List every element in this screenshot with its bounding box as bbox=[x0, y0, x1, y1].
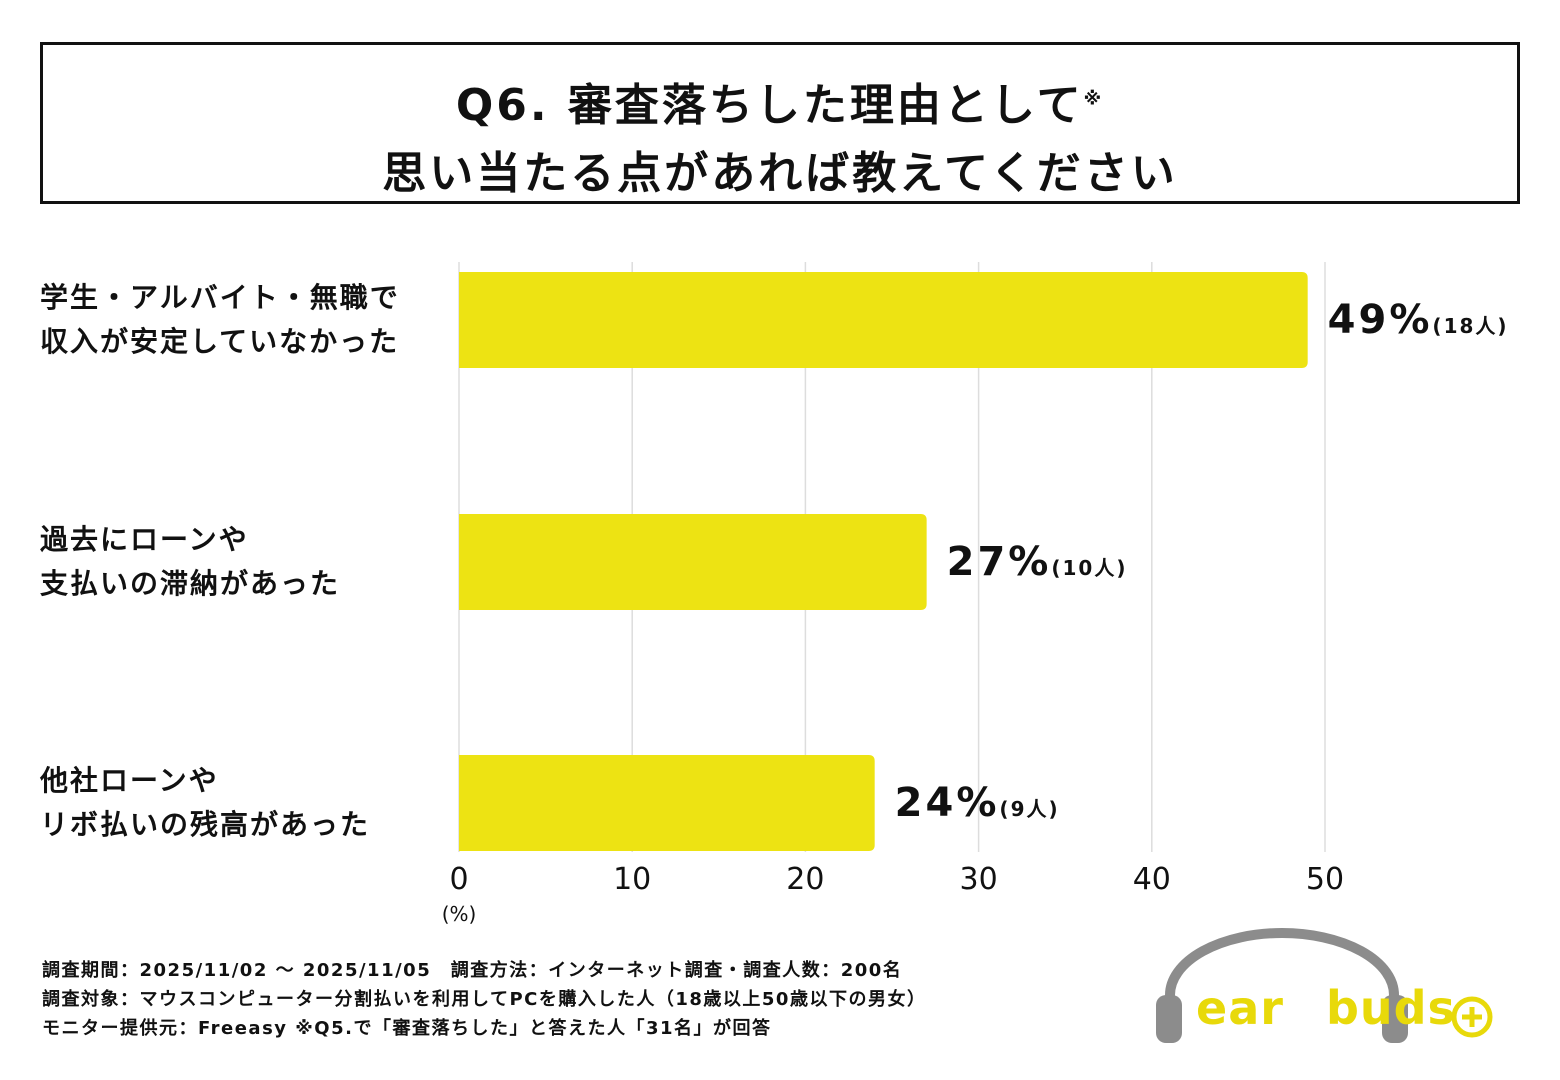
tick-label-40: 40 bbox=[1132, 862, 1171, 897]
value-percent-2: 24% bbox=[894, 780, 1000, 826]
value-count-0: (18人) bbox=[1432, 314, 1509, 338]
earbuds-logo: ear buds bbox=[1140, 925, 1500, 1050]
tick-label-10: 10 bbox=[613, 862, 652, 897]
chart-title-line1: Q6. 審査落ちした理由として※ bbox=[43, 69, 1517, 133]
bar-2 bbox=[459, 755, 875, 851]
headphones-icon bbox=[1156, 928, 1408, 1043]
footnote-source: モニター提供元：Freeasy ※Q5.で「審査落ちした」と答えた人「31名」が… bbox=[42, 1018, 772, 1039]
tick-label-0: 0 bbox=[449, 862, 469, 897]
chart-title-text1: Q6. 審査落ちした理由として bbox=[455, 80, 1084, 131]
footnotes: 調査期間：2025/11/02 ～ 2025/11/05 調査方法：インターネッ… bbox=[42, 956, 926, 1043]
footnote-period: 調査期間：2025/11/02 ～ 2025/11/05 調査方法：インターネッ… bbox=[42, 960, 903, 981]
bar-0 bbox=[459, 272, 1308, 368]
category-label-2-line-1: リボ払いの残高があった bbox=[40, 808, 371, 841]
category-label-2: 他社ローンやリボ払いの残高があった bbox=[40, 759, 460, 847]
category-label-0-line-0: 学生・アルバイト・無職で bbox=[40, 281, 400, 314]
category-label-1-line-1: 支払いの滞納があった bbox=[40, 567, 341, 600]
value-label-0: 49%(18人) bbox=[1328, 295, 1509, 351]
tick-label-30: 30 bbox=[959, 862, 998, 897]
category-label-0: 学生・アルバイト・無職で 収入が安定していなかった bbox=[40, 276, 460, 364]
value-percent-1: 27% bbox=[946, 539, 1052, 585]
title-box: Q6. 審査落ちした理由として※ 思い当たる点があれば教えてください bbox=[40, 42, 1520, 204]
tick-label-50: 50 bbox=[1305, 862, 1345, 897]
value-count-1: (10人) bbox=[1051, 556, 1128, 580]
value-label-2: 24%(9人) bbox=[895, 778, 1060, 834]
value-percent-0: 49% bbox=[1327, 297, 1433, 343]
category-label-1-line-0: 過去にローンや bbox=[40, 523, 249, 556]
tick-label-20: 20 bbox=[786, 862, 825, 897]
category-label-2-line-0: 他社ローンや bbox=[40, 764, 219, 797]
bar-1 bbox=[459, 514, 927, 610]
logo-wordmark: ear buds bbox=[1196, 981, 1456, 1035]
axis-unit-label: (%) bbox=[441, 902, 477, 926]
title-note-mark: ※ bbox=[1083, 88, 1105, 110]
logo-text-ear: ear bbox=[1196, 981, 1284, 1035]
logo-text-buds: buds bbox=[1325, 981, 1456, 1035]
value-label-1: 27%(10人) bbox=[947, 537, 1128, 593]
category-label-0-line-1: 収入が安定していなかった bbox=[40, 325, 400, 358]
chart-title-line2: 思い当たる点があれば教えてください bbox=[382, 148, 1178, 199]
category-label-1: 過去にローンや支払いの滞納があった bbox=[40, 518, 460, 606]
footnote-target: 調査対象：マウスコンピューター分割払いを利用してPCを購入した人（18歳以上50… bbox=[42, 989, 927, 1010]
circle-plus-icon bbox=[1451, 996, 1493, 1038]
value-count-2: (9人) bbox=[999, 797, 1060, 821]
